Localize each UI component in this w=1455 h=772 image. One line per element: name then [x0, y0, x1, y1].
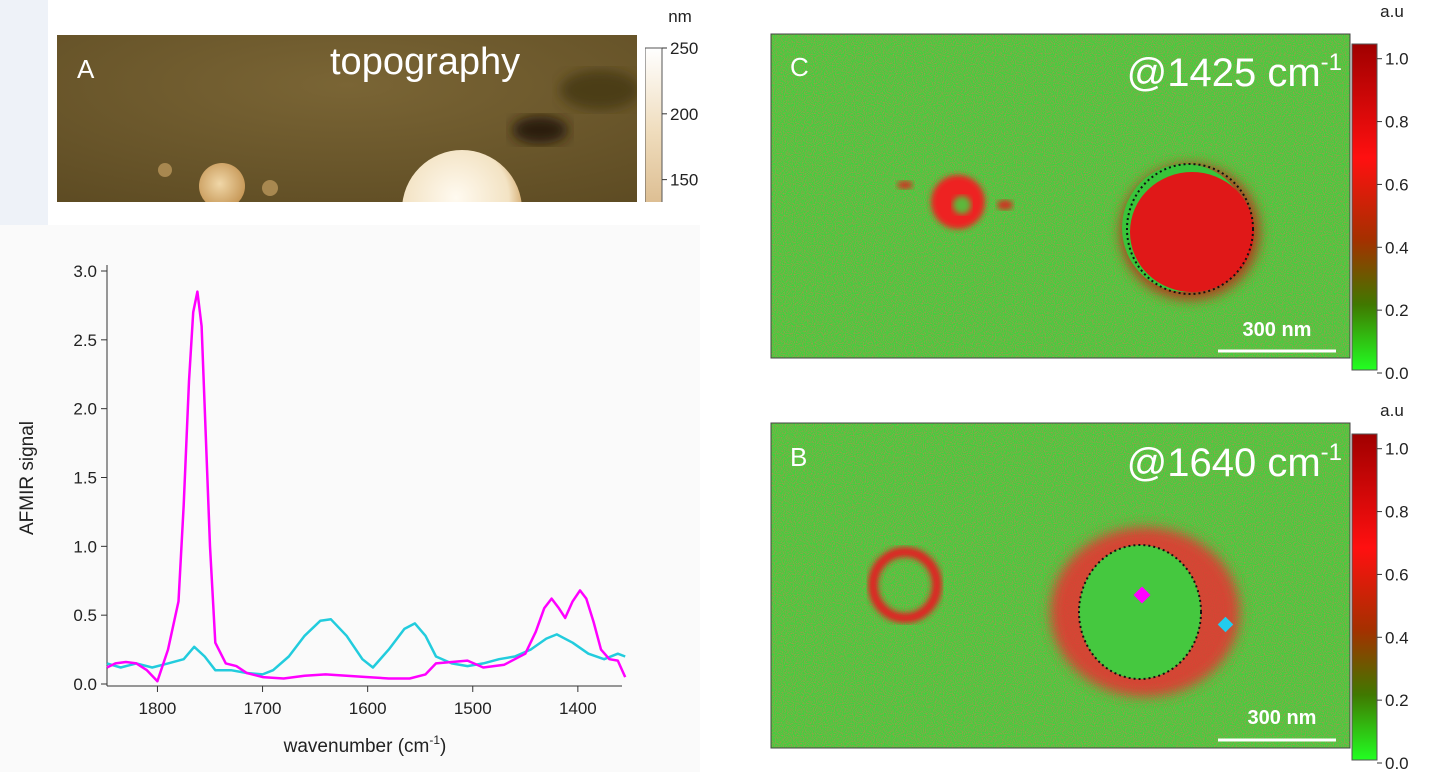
panel-label: @1425 cm-1: [1127, 49, 1342, 95]
x-tick-label: 1800: [139, 699, 177, 718]
colorbar-tick-label: 150: [670, 171, 698, 190]
panel-label: @1640 cm-1: [1127, 439, 1342, 485]
colorbar: [645, 47, 663, 202]
label-superscript: -1: [1321, 439, 1342, 466]
y-tick-label: 3.0: [73, 262, 97, 281]
scale-bar-label: 300 nm: [1248, 707, 1317, 729]
colorbar-tick-label: 0.0: [1385, 754, 1409, 772]
colorbar-tick-label: 0.8: [1385, 503, 1409, 522]
colorbar-tick-label: 1.0: [1385, 50, 1409, 69]
colorbar-tick-label: 0.4: [1385, 628, 1409, 647]
x-label-text: wavenumber (cm: [283, 736, 430, 757]
x-tick-label: 1700: [244, 699, 282, 718]
panel-letter: A: [77, 54, 95, 84]
panel-letter: C: [790, 52, 809, 82]
plot-background: [0, 225, 700, 772]
x-label-superscript: -1: [429, 733, 440, 747]
colorbar-tick-label: 250: [670, 39, 698, 58]
x-tick-label: 1400: [559, 699, 597, 718]
colorbar-unit: a.u: [1380, 401, 1404, 420]
colorbar-tick-label: 0.4: [1385, 238, 1409, 257]
panel-title: topography: [330, 41, 520, 83]
colorbar-unit: a.u: [1380, 2, 1404, 21]
sample-point: [1133, 586, 1151, 604]
x-label-end: ): [440, 736, 446, 757]
map-frame: [770, 33, 1351, 359]
colorbar: [1351, 43, 1378, 371]
y-tick-label: 1.0: [73, 537, 97, 556]
spectrum-line: [106, 618, 626, 676]
label-superscript: -1: [1321, 49, 1342, 76]
spectrum-line: [106, 290, 627, 683]
y-tick-label: 2.5: [73, 331, 97, 350]
colorbar-tick-label: 0.8: [1385, 113, 1409, 132]
label-text: @1425 cm: [1127, 51, 1321, 95]
y-axis-title: AFMIR signal: [17, 421, 38, 535]
sample-point: [1217, 616, 1234, 633]
y-tick-label: 0.5: [73, 606, 97, 625]
topography-image: [57, 35, 637, 202]
colorbar: [1351, 433, 1378, 761]
colorbar-tick-label: 200: [670, 105, 698, 124]
y-tick-label: 0.0: [73, 675, 97, 694]
x-axis-title: wavenumber (cm-1): [283, 733, 447, 757]
colorbar-tick-label: 0.6: [1385, 565, 1409, 584]
ir-map: [771, 423, 1350, 748]
panel-letter: B: [790, 442, 807, 472]
colorbar-tick-label: 1.0: [1385, 440, 1409, 459]
x-tick-label: 1600: [349, 699, 387, 718]
colorbar-unit: nm: [668, 7, 692, 26]
y-tick-label: 1.5: [73, 469, 97, 488]
map-frame: [770, 422, 1351, 749]
colorbar-tick-label: 0.6: [1385, 175, 1409, 194]
colorbar-tick-label: 0.0: [1385, 364, 1409, 383]
scale-bar-label: 300 nm: [1243, 319, 1312, 341]
ir-map: [771, 34, 1350, 358]
x-tick-label: 1500: [454, 699, 492, 718]
label-text: @1640 cm: [1127, 441, 1321, 485]
colorbar-tick-label: 0.2: [1385, 691, 1409, 710]
y-tick-label: 2.0: [73, 400, 97, 419]
colorbar-tick-label: 0.2: [1385, 301, 1409, 320]
